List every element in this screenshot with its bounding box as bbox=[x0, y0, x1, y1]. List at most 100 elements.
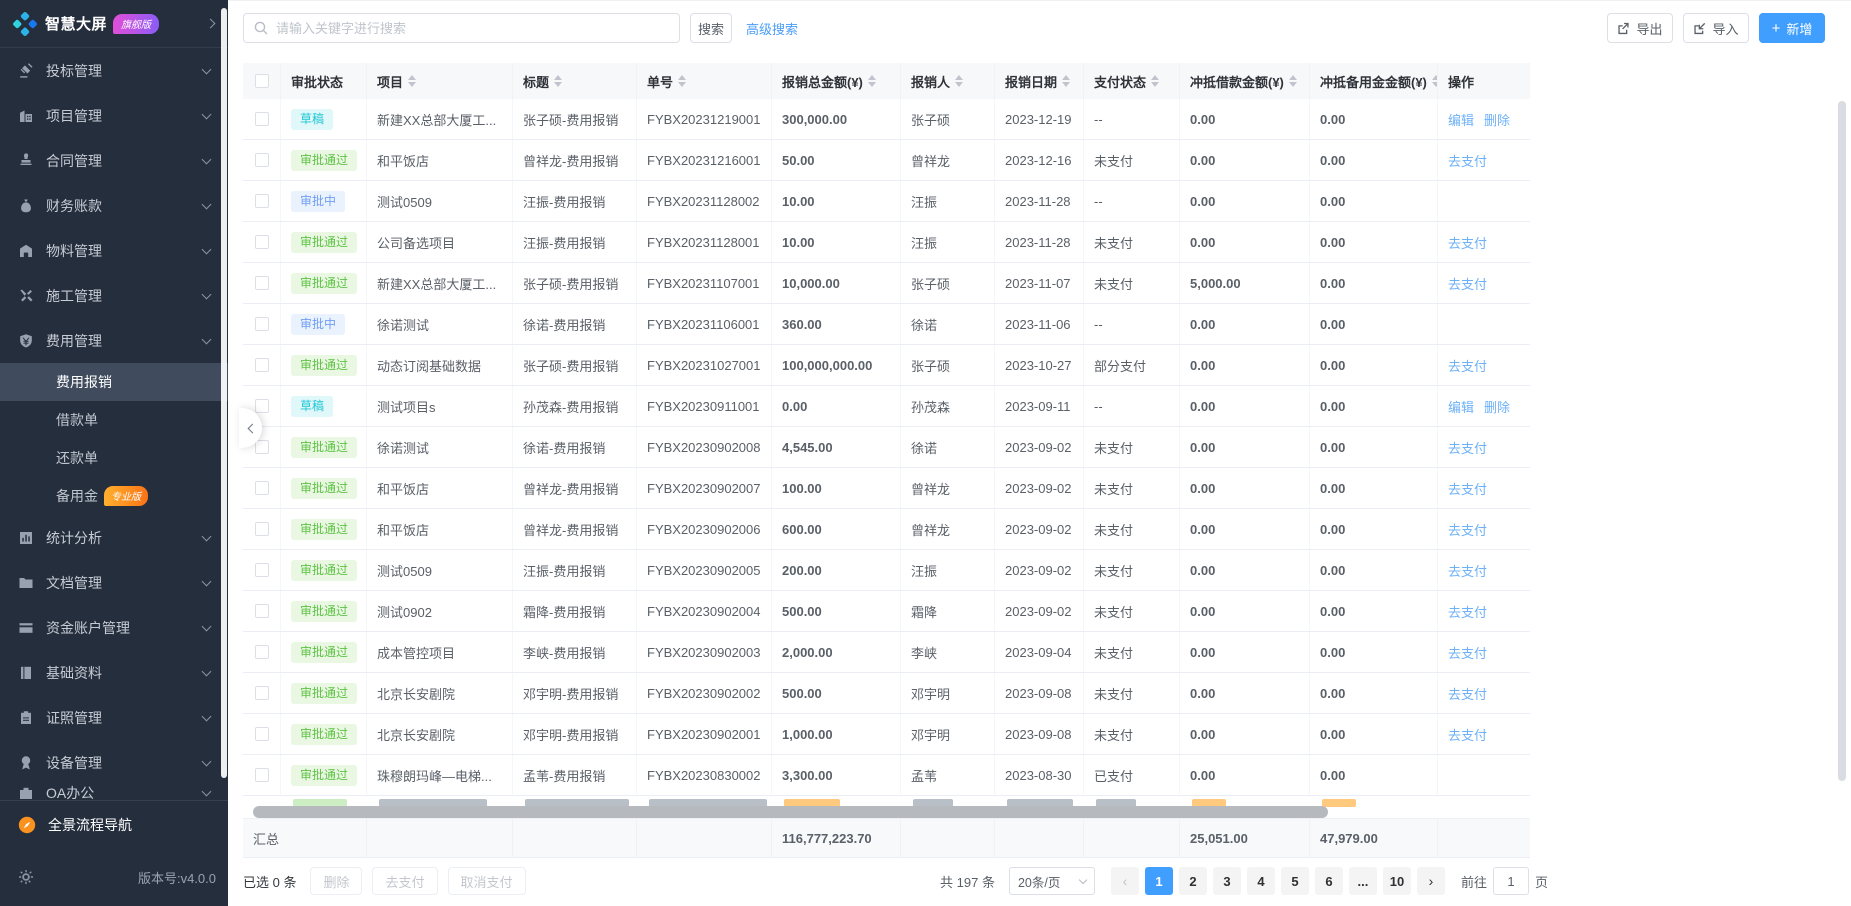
sidebar-scrollbar[interactable] bbox=[221, 8, 227, 778]
action-pay[interactable]: 去支付 bbox=[1448, 686, 1488, 702]
row-checkbox[interactable] bbox=[254, 276, 269, 290]
search-button[interactable]: 搜索 bbox=[690, 13, 732, 43]
sort-icon[interactable] bbox=[554, 75, 563, 87]
sort-icon[interactable] bbox=[1431, 75, 1437, 87]
sort-icon[interactable] bbox=[955, 75, 964, 87]
row-checkbox[interactable] bbox=[254, 358, 269, 372]
sidebar-item-document-management[interactable]: 文档管理 bbox=[0, 560, 228, 605]
column-header[interactable]: 冲抵借款金额(¥) bbox=[1180, 63, 1310, 99]
action-pay[interactable]: 去支付 bbox=[1448, 522, 1488, 538]
action-pay[interactable]: 去支付 bbox=[1448, 727, 1488, 743]
row-checkbox[interactable] bbox=[254, 235, 269, 249]
action-pay[interactable]: 去支付 bbox=[1448, 358, 1488, 374]
horizontal-scrollbar[interactable] bbox=[253, 806, 1328, 818]
action-pay[interactable]: 去支付 bbox=[1448, 481, 1488, 497]
row-checkbox[interactable] bbox=[254, 194, 269, 208]
sidebar-item-certificate-management[interactable]: 证照管理 bbox=[0, 695, 228, 740]
column-header[interactable]: 标题 bbox=[513, 63, 637, 99]
sidebar-item-expense-reimbursement[interactable]: 费用报销 bbox=[0, 363, 228, 401]
delete-button[interactable]: 删除 bbox=[310, 867, 363, 895]
page-button-3[interactable]: 3 bbox=[1212, 867, 1241, 895]
sidebar-item-project-management[interactable]: 项目管理 bbox=[0, 93, 228, 138]
search-input[interactable] bbox=[276, 20, 669, 36]
sidebar-item-oa-office[interactable]: OA办公 bbox=[0, 785, 228, 800]
sidebar-item-repayment-order[interactable]: 还款单 bbox=[0, 439, 228, 477]
page-button-5[interactable]: 5 bbox=[1280, 867, 1309, 895]
sidebar-item-statistics-analysis[interactable]: 统计分析 bbox=[0, 515, 228, 560]
row-checkbox[interactable] bbox=[254, 317, 269, 331]
export-button[interactable]: 导出 bbox=[1607, 13, 1673, 43]
column-header[interactable]: 报销人 bbox=[901, 63, 995, 99]
row-checkbox[interactable] bbox=[254, 604, 269, 618]
add-button[interactable]: + 新增 bbox=[1759, 13, 1825, 43]
column-header[interactable]: 报销总金额(¥) bbox=[772, 63, 901, 99]
page-button-1[interactable]: 1 bbox=[1144, 867, 1173, 895]
row-checkbox[interactable] bbox=[254, 768, 269, 782]
sidebar-item-basic-data[interactable]: 基础资料 bbox=[0, 650, 228, 695]
action-delete[interactable]: 删除 bbox=[1484, 112, 1511, 128]
action-edit[interactable]: 编辑 bbox=[1448, 399, 1475, 415]
row-checkbox[interactable] bbox=[254, 563, 269, 577]
row-checkbox[interactable] bbox=[254, 112, 269, 126]
vertical-scrollbar[interactable] bbox=[1838, 101, 1846, 781]
row-checkbox[interactable] bbox=[254, 153, 269, 167]
cancel-pay-button[interactable]: 取消支付 bbox=[447, 867, 526, 895]
action-pay[interactable]: 去支付 bbox=[1448, 276, 1488, 292]
gear-icon[interactable] bbox=[18, 869, 34, 885]
advanced-search-link[interactable]: 高级搜索 bbox=[746, 21, 799, 37]
select-all-checkbox[interactable] bbox=[254, 74, 269, 88]
action-pay[interactable]: 去支付 bbox=[1448, 645, 1488, 661]
sidebar-collapse-button[interactable] bbox=[239, 408, 262, 448]
page-size-select[interactable]: 20条/页 bbox=[1008, 867, 1095, 895]
sidebar-item-loan-order[interactable]: 借款单 bbox=[0, 401, 228, 439]
row-checkbox[interactable] bbox=[254, 522, 269, 536]
action-pay[interactable]: 去支付 bbox=[1448, 235, 1488, 251]
sidebar-item-reserve-fund[interactable]: 备用金 专业版 bbox=[0, 477, 228, 515]
prev-page-button[interactable]: ‹ bbox=[1110, 867, 1139, 895]
sidebar-item-finance-accounts[interactable]: 财务账款 bbox=[0, 183, 228, 228]
sort-icon[interactable] bbox=[867, 75, 876, 87]
sort-icon[interactable] bbox=[1062, 75, 1071, 87]
sidebar-item-expense-management[interactable]: 费用管理 bbox=[0, 318, 228, 363]
column-header[interactable]: 支付状态 bbox=[1084, 63, 1180, 99]
pay-button[interactable]: 去支付 bbox=[372, 867, 438, 895]
import-button[interactable]: 导入 bbox=[1683, 13, 1749, 43]
goto-page-input[interactable] bbox=[1492, 867, 1529, 895]
column-header[interactable]: 项目 bbox=[367, 63, 513, 99]
sidebar-item-material-management[interactable]: 物料管理 bbox=[0, 228, 228, 273]
column-header[interactable]: 操作 bbox=[1438, 63, 1530, 99]
action-edit[interactable]: 编辑 bbox=[1448, 112, 1475, 128]
sidebar-item-construction-management[interactable]: 施工管理 bbox=[0, 273, 228, 318]
sidebar-item-panorama-nav[interactable]: 全景流程导航 bbox=[0, 800, 228, 848]
page-button-6[interactable]: 6 bbox=[1314, 867, 1343, 895]
sort-icon[interactable] bbox=[1288, 75, 1297, 87]
sort-icon[interactable] bbox=[408, 75, 417, 87]
action-delete[interactable]: 删除 bbox=[1484, 399, 1511, 415]
pager-ellipsis[interactable]: ... bbox=[1348, 867, 1377, 895]
row-checkbox[interactable] bbox=[254, 727, 269, 741]
row-checkbox[interactable] bbox=[254, 481, 269, 495]
page-button-2[interactable]: 2 bbox=[1178, 867, 1207, 895]
page-button-4[interactable]: 4 bbox=[1246, 867, 1275, 895]
row-checkbox[interactable] bbox=[254, 686, 269, 700]
sidebar-item-bid-management[interactable]: 投标管理 bbox=[0, 48, 228, 93]
row-checkbox[interactable] bbox=[254, 645, 269, 659]
sort-icon[interactable] bbox=[1151, 75, 1160, 87]
sort-icon[interactable] bbox=[678, 75, 687, 87]
row-checkbox[interactable] bbox=[254, 440, 269, 454]
action-pay[interactable]: 去支付 bbox=[1448, 563, 1488, 579]
sidebar-item-equipment-management[interactable]: 设备管理 bbox=[0, 740, 228, 785]
sidebar-item-contract-management[interactable]: 合同管理 bbox=[0, 138, 228, 183]
page-button-10[interactable]: 10 bbox=[1382, 867, 1411, 895]
action-pay[interactable]: 去支付 bbox=[1448, 604, 1488, 620]
column-header[interactable]: 报销日期 bbox=[995, 63, 1084, 99]
next-page-button[interactable]: › bbox=[1416, 867, 1445, 895]
action-pay[interactable]: 去支付 bbox=[1448, 153, 1488, 169]
column-header[interactable]: 审批状态 bbox=[281, 63, 367, 99]
sidebar-brand[interactable]: 智慧大屏 旗舰版 bbox=[0, 0, 228, 48]
sidebar-item-fund-account-management[interactable]: 资金账户管理 bbox=[0, 605, 228, 650]
row-checkbox[interactable] bbox=[254, 399, 269, 413]
column-header[interactable]: 冲抵备用金金额(¥) bbox=[1310, 63, 1438, 99]
action-pay[interactable]: 去支付 bbox=[1448, 440, 1488, 456]
column-header[interactable]: 单号 bbox=[637, 63, 772, 99]
